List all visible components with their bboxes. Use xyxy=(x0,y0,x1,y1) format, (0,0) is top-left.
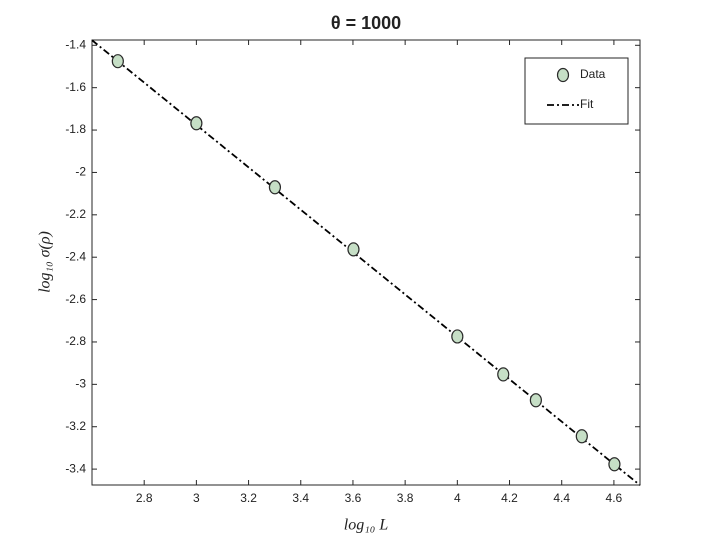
data-point xyxy=(575,429,588,444)
x-tick-label: 4.6 xyxy=(606,491,623,505)
y-tick-label: -3 xyxy=(75,377,86,391)
legend-box xyxy=(524,57,629,125)
x-tick-label: 3.4 xyxy=(292,491,309,505)
x-tick-label: 4.2 xyxy=(501,491,518,505)
data-point xyxy=(529,393,542,408)
y-tick-label: -1.8 xyxy=(65,122,86,136)
y-tick-label: -2.6 xyxy=(65,292,86,306)
x-tick-label: 4 xyxy=(454,491,461,505)
legend-label: Fit xyxy=(580,97,594,111)
chart-title: θ = 1000 xyxy=(331,13,401,33)
data-point xyxy=(608,457,621,472)
data-point xyxy=(347,242,360,257)
y-tick-label: -1.6 xyxy=(65,80,86,94)
y-tick-label: -3.4 xyxy=(65,461,86,475)
y-tick-label: -2.4 xyxy=(65,249,86,263)
y-tick-label: -2 xyxy=(75,165,86,179)
x-tick-label: 3.8 xyxy=(397,491,414,505)
legend-label: Data xyxy=(580,67,606,81)
data-point xyxy=(111,54,124,69)
data-point xyxy=(190,116,203,131)
y-axis-label: log₁₀ σ(ρ) xyxy=(37,231,54,293)
x-tick-label: 3.6 xyxy=(345,491,362,505)
legend-marker xyxy=(556,67,570,83)
y-tick-label: -3.2 xyxy=(65,419,86,433)
y-tick-label: -1.4 xyxy=(65,37,86,51)
x-tick-label: 4.4 xyxy=(553,491,570,505)
x-tick-label: 2.8 xyxy=(136,491,153,505)
x-tick-label: 3.2 xyxy=(240,491,257,505)
data-point xyxy=(497,367,510,382)
y-tick-label: -2.2 xyxy=(65,207,86,221)
data-point xyxy=(268,180,282,195)
fit-line xyxy=(91,39,641,486)
y-tick-label: -2.8 xyxy=(65,334,86,348)
x-axis-label: log₁₀ L xyxy=(344,517,389,534)
data-point xyxy=(451,329,464,344)
x-tick-label: 3 xyxy=(193,491,200,505)
